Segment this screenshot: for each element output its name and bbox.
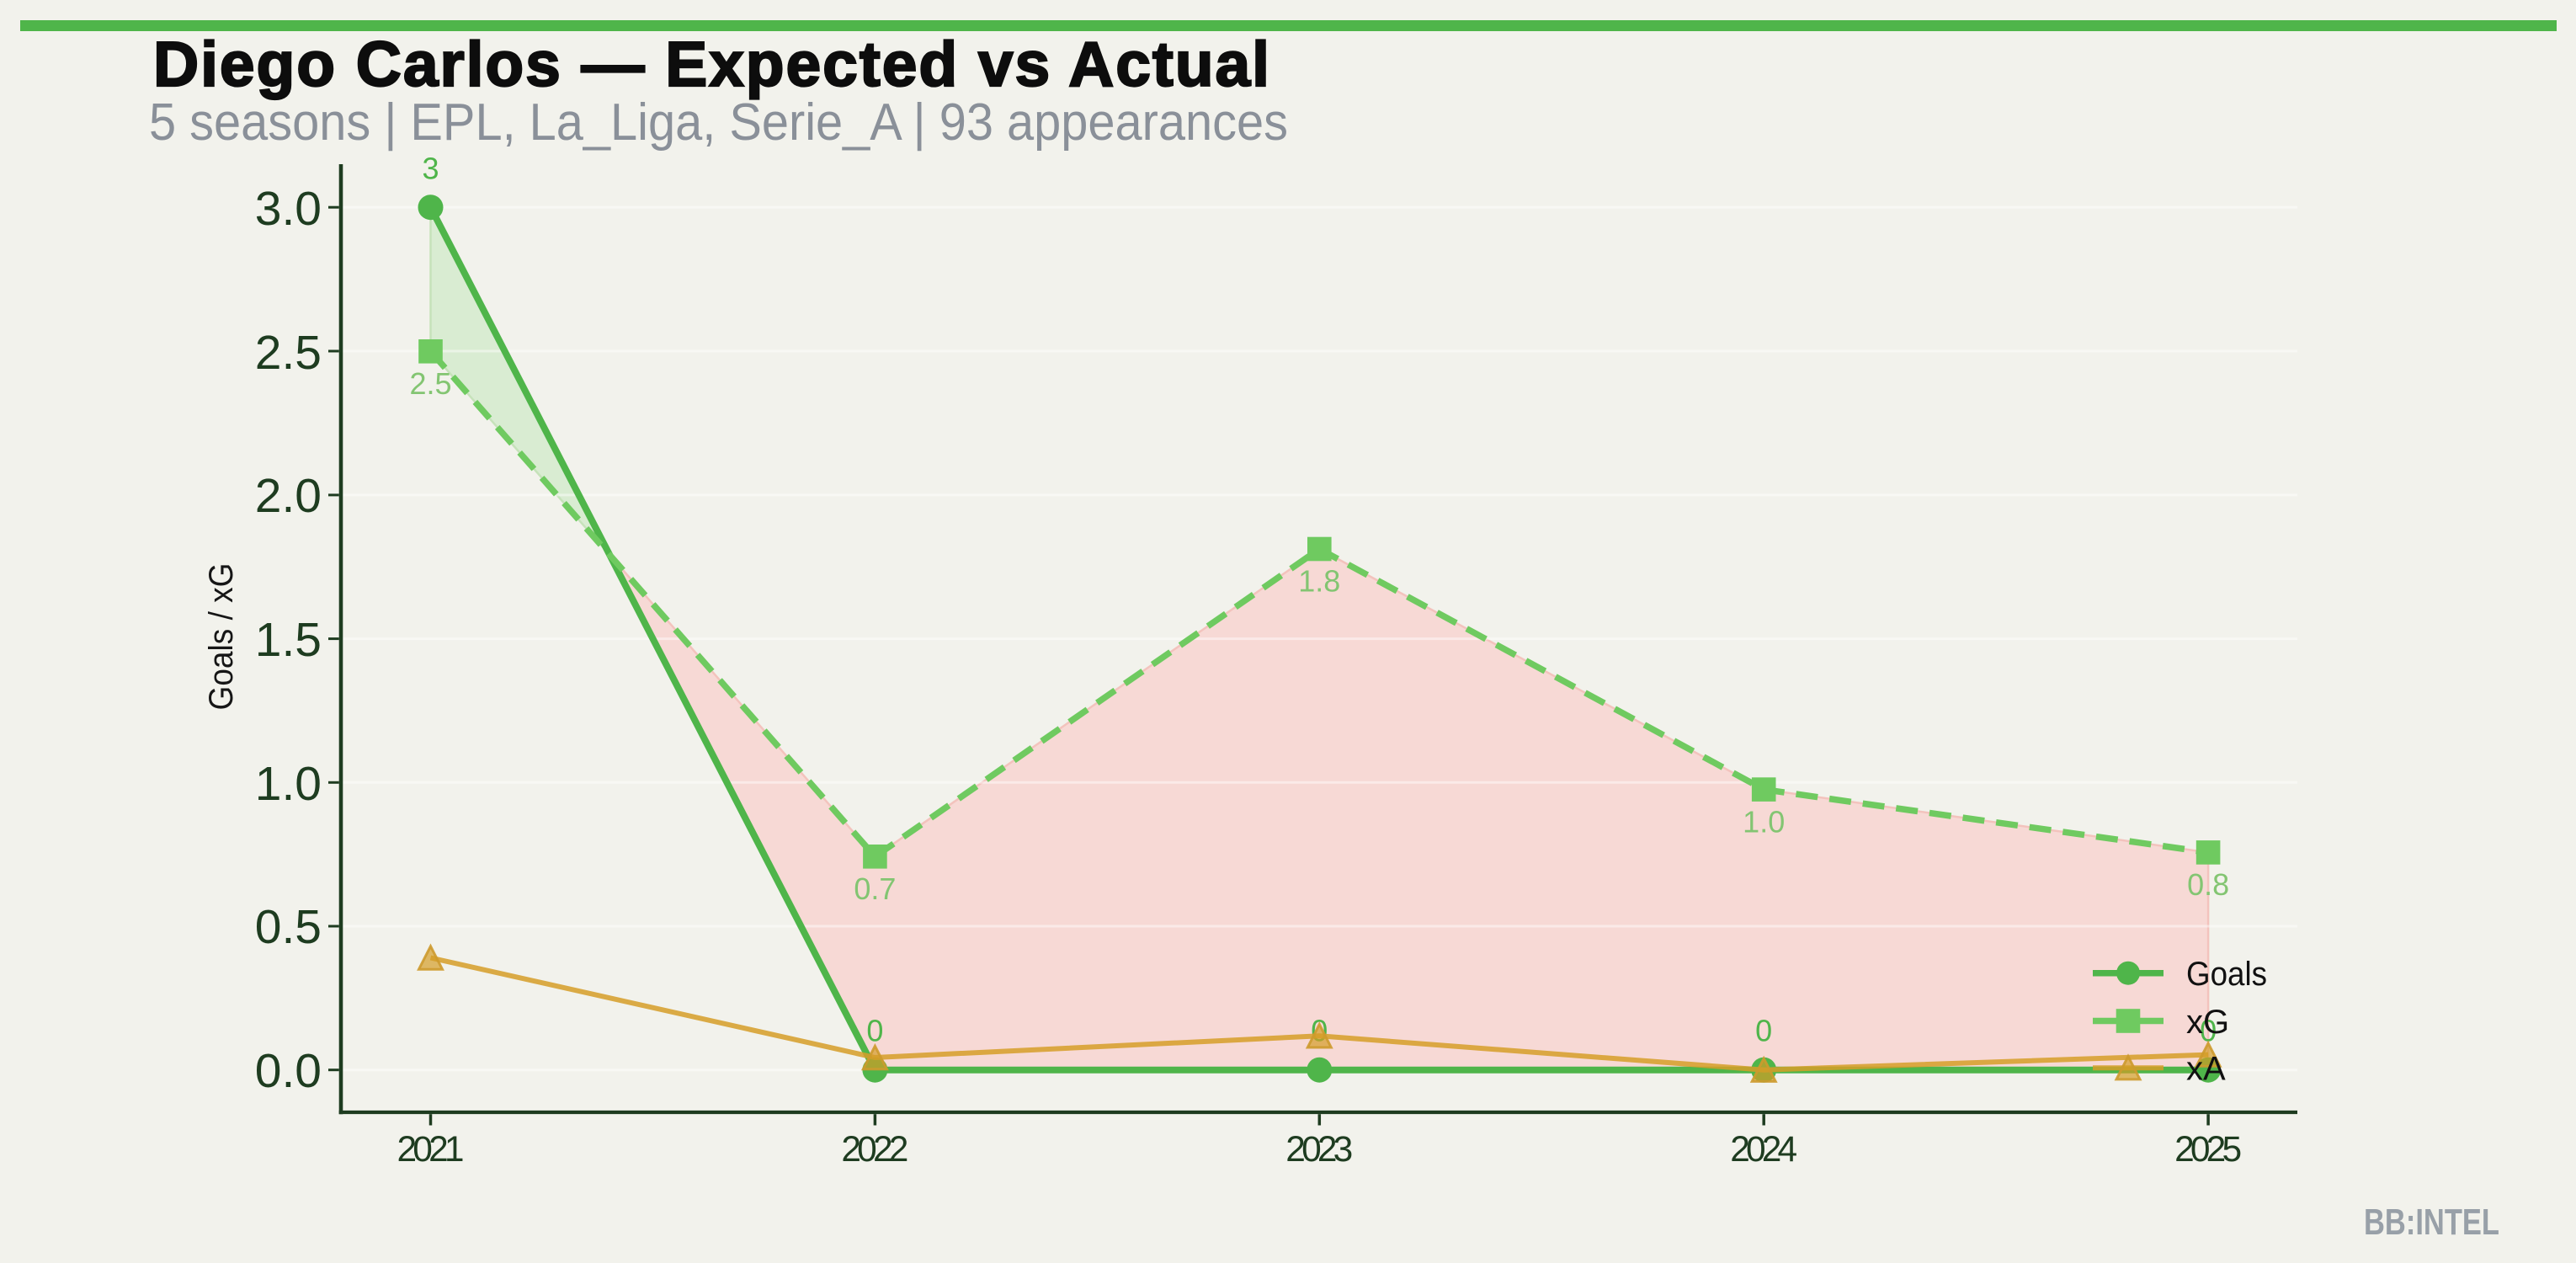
svg-text:0.5: 0.5 bbox=[255, 900, 322, 954]
svg-text:3.0: 3.0 bbox=[255, 182, 322, 236]
svg-text:3: 3 bbox=[422, 152, 439, 186]
svg-text:1.0: 1.0 bbox=[1743, 804, 1785, 839]
svg-text:0.0: 0.0 bbox=[255, 1044, 322, 1098]
svg-text:2.5: 2.5 bbox=[255, 326, 322, 380]
svg-text:2022: 2022 bbox=[841, 1130, 908, 1170]
svg-text:BB:INTEL: BB:INTEL bbox=[2364, 1202, 2499, 1243]
svg-text:2.5: 2.5 bbox=[409, 366, 451, 401]
svg-text:0: 0 bbox=[1755, 1013, 1772, 1047]
svg-text:2024: 2024 bbox=[1730, 1130, 1797, 1170]
svg-text:1.8: 1.8 bbox=[1298, 564, 1340, 599]
svg-text:2021: 2021 bbox=[397, 1130, 465, 1170]
svg-text:Goals / xG: Goals / xG bbox=[203, 563, 240, 711]
svg-text:1.0: 1.0 bbox=[255, 757, 322, 811]
svg-text:0.7: 0.7 bbox=[854, 871, 896, 906]
svg-text:Goals: Goals bbox=[2186, 956, 2267, 993]
svg-text:1.5: 1.5 bbox=[255, 613, 322, 667]
svg-text:Diego Carlos — Expected vs Act: Diego Carlos — Expected vs Actual bbox=[153, 29, 1269, 99]
svg-text:2025: 2025 bbox=[2174, 1130, 2242, 1170]
svg-text:xG: xG bbox=[2186, 1004, 2229, 1041]
svg-text:2023: 2023 bbox=[1285, 1130, 1353, 1170]
svg-text:xA: xA bbox=[2186, 1051, 2226, 1088]
svg-text:0.8: 0.8 bbox=[2187, 867, 2229, 902]
svg-text:5 seasons | EPL, La_Liga, Seri: 5 seasons | EPL, La_Liga, Serie_A | 93 a… bbox=[149, 93, 1288, 152]
svg-text:0: 0 bbox=[2200, 1013, 2217, 1047]
svg-text:0: 0 bbox=[866, 1013, 883, 1047]
svg-text:2.0: 2.0 bbox=[255, 469, 322, 523]
